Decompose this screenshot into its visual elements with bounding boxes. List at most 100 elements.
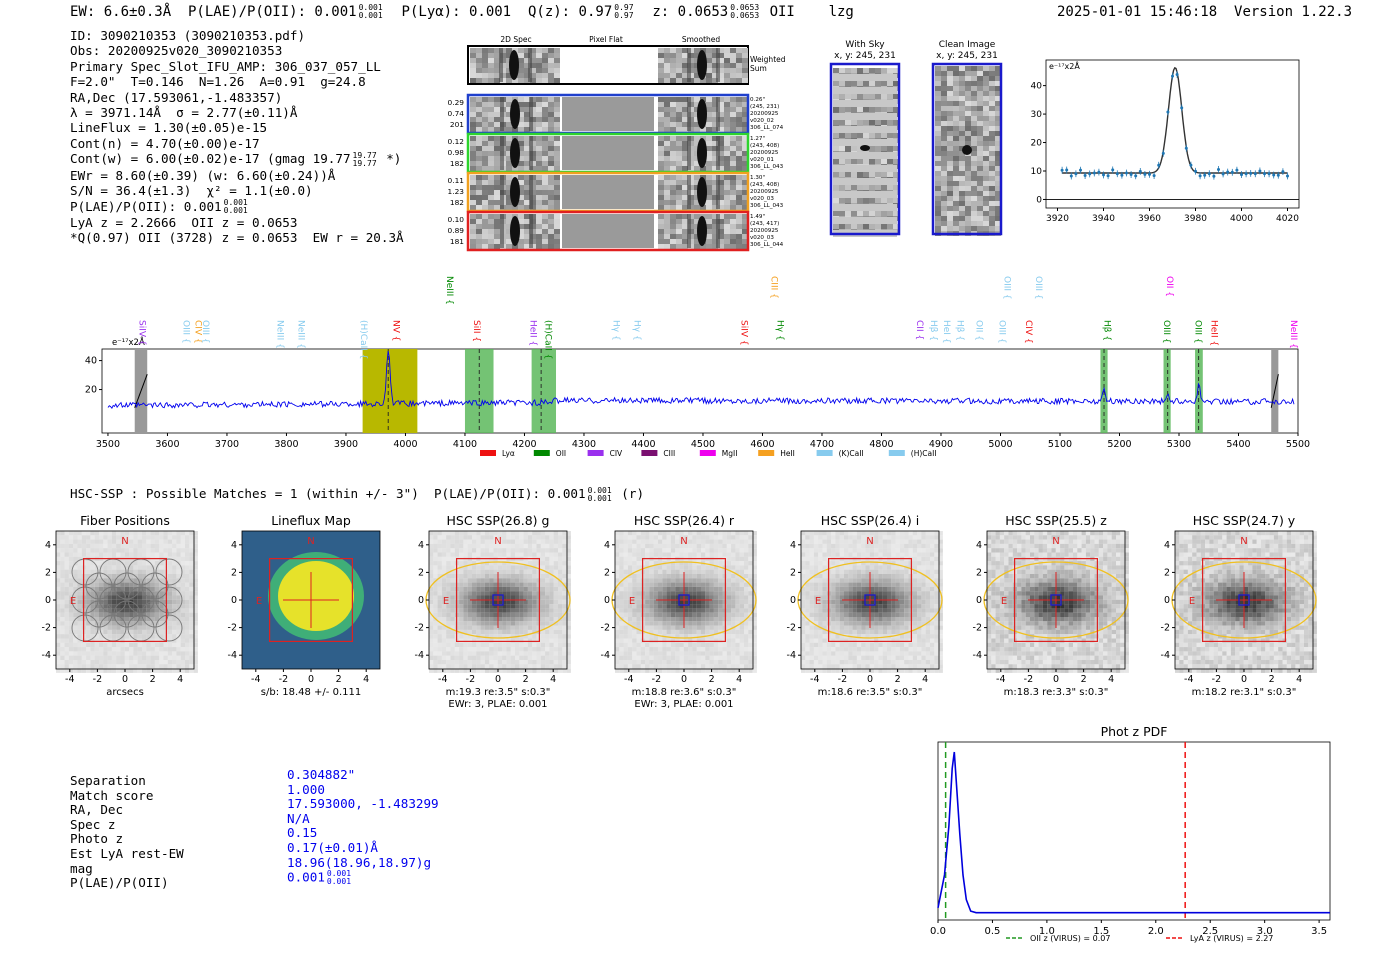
stamp-pixel — [64, 539, 69, 544]
stamp-pixel — [90, 552, 95, 557]
noise-pixel — [524, 190, 530, 195]
stamp-pixel — [683, 535, 689, 540]
stamp-pixel — [159, 569, 164, 574]
noise-pixel — [676, 68, 682, 73]
stamp-pixel — [683, 548, 689, 553]
gmag-frac: 19.77 19.77 — [353, 151, 377, 168]
noise-pixel — [694, 195, 700, 200]
stamp-pixel — [459, 548, 464, 553]
stamp-pixel — [189, 660, 194, 665]
stamp-pixel — [450, 625, 455, 630]
sky-panel-title: With Sky — [845, 40, 885, 50]
stamp-pixel — [476, 612, 481, 617]
stamp-pixel — [64, 595, 69, 600]
stamp-pixel — [116, 582, 121, 587]
stamp-pixel — [142, 647, 147, 652]
stamp-pixel — [142, 612, 147, 617]
stamp-pixel — [437, 629, 442, 635]
stamp-pixel — [142, 621, 147, 626]
noise-pixel — [953, 156, 959, 161]
noise-pixel — [959, 86, 965, 91]
noise-pixel — [676, 214, 682, 219]
stamp-pixel — [566, 561, 571, 566]
noise-pixel — [676, 151, 682, 156]
stamp-pixel — [86, 548, 91, 553]
stamp-pixel — [60, 586, 65, 592]
stamp-pixel — [116, 629, 121, 635]
stamp-pixel — [489, 660, 494, 665]
stamp-pixel — [688, 531, 693, 536]
noise-pixel — [971, 146, 977, 151]
stamp-pixel — [692, 535, 697, 540]
stamp-pixel — [103, 660, 108, 665]
noise-pixel — [554, 234, 560, 239]
stamp-pixel — [679, 548, 684, 553]
y-tick-label: -2 — [415, 623, 424, 634]
noise-pixel — [947, 206, 953, 211]
stamp-pixel — [562, 561, 567, 566]
noise-pixel — [664, 97, 670, 102]
stamp-pixel — [107, 539, 112, 544]
noise-pixel — [488, 234, 494, 239]
stamp-pixel — [510, 569, 515, 574]
cutout-meta-line: 306_LL_074 — [750, 125, 784, 131]
stamp-pixel — [172, 660, 177, 665]
stamp-pixel — [137, 642, 142, 648]
noise-strip — [470, 48, 560, 83]
stamp-pixel — [437, 625, 442, 630]
stamp-pixel — [480, 668, 485, 673]
noise-pixel — [857, 211, 863, 216]
stamp-pixel — [94, 612, 99, 617]
noise-pixel — [718, 239, 724, 244]
stamp-pixel — [558, 604, 563, 609]
stamp-pixel — [167, 552, 173, 557]
stamp-pixel — [726, 595, 732, 600]
x-tick-label: -2 — [466, 674, 475, 685]
noise-pixel — [542, 73, 548, 78]
stamp-pixel — [450, 638, 455, 643]
stamp-pixel — [124, 535, 130, 540]
stamp-pixel — [176, 539, 181, 544]
stamp-pixel — [558, 664, 563, 669]
stamp-pixel — [81, 539, 87, 544]
stamp-pixel — [666, 578, 671, 583]
stamp-pixel — [752, 539, 757, 544]
stamp-pixel — [450, 574, 455, 579]
stamp-pixel — [185, 578, 190, 583]
stamp-pixel — [536, 625, 541, 630]
noise-pixel — [935, 181, 941, 186]
stamp-pixel — [133, 535, 138, 540]
stamp-pixel — [193, 642, 198, 648]
stamp-pixel — [450, 556, 455, 562]
line-label: OIII { — [1161, 320, 1171, 344]
noise-pixel — [476, 161, 482, 166]
stamp-pixel — [506, 629, 511, 635]
sky-band — [833, 87, 897, 94]
stamp-pixel — [476, 582, 481, 587]
stamp-pixel — [627, 574, 633, 579]
noise-pixel — [724, 102, 730, 107]
stamp-pixel — [107, 608, 112, 613]
stamp-pixel — [549, 552, 554, 557]
noise-pixel — [730, 117, 736, 122]
noise-strip — [658, 175, 748, 210]
noise-pixel — [995, 221, 1001, 226]
noise-pixel — [845, 133, 851, 138]
stamp-pixel — [619, 565, 624, 570]
stamp-pixel — [137, 565, 142, 570]
noise-pixel — [488, 205, 494, 210]
stamp-pixel — [116, 578, 121, 583]
stamp-pixel — [463, 565, 468, 570]
noise-pixel — [670, 244, 676, 249]
stamp-pixel — [510, 599, 515, 605]
noise-pixel — [658, 161, 664, 166]
stamp-pixel — [467, 642, 472, 648]
stamp-pixel — [185, 664, 190, 669]
noise-pixel — [548, 205, 554, 210]
stamp-pixel — [193, 561, 198, 566]
stamp-pixel — [493, 543, 498, 549]
stamp-pixel — [193, 595, 198, 600]
stamp-pixel — [167, 647, 173, 652]
stamp-pixel — [632, 595, 637, 600]
stamp-pixel — [558, 638, 563, 643]
